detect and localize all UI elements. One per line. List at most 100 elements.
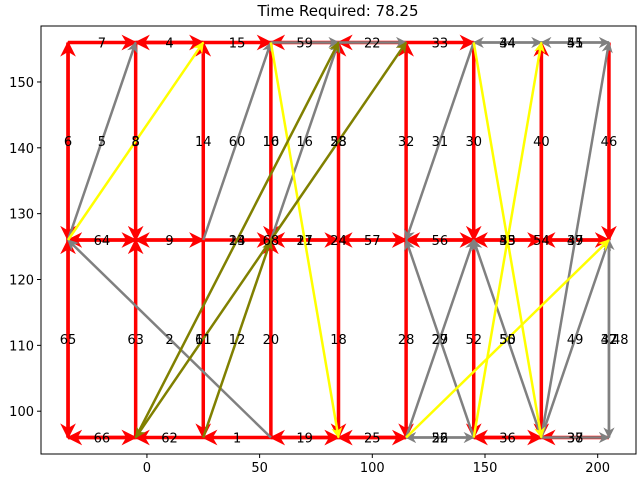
edge-label-23: 24 <box>229 234 246 249</box>
edge-arrow-19 <box>202 41 273 241</box>
x-axis: 0 50 100 150 200 <box>143 454 610 476</box>
edge-label-20: 10 <box>263 135 280 150</box>
edge-label-25: 23 <box>330 135 347 150</box>
edge-arrow-33 <box>540 41 613 438</box>
edge-label-11: 45 <box>567 36 584 51</box>
x-tick-label-1: 50 <box>251 461 268 476</box>
edge-label-62: 55 <box>499 333 516 348</box>
extra-edge-label-6: 16 <box>263 135 280 150</box>
edge-label-47: 39 <box>567 234 584 249</box>
edge-label-24: 58 <box>330 135 347 150</box>
edge-arrow-25 <box>269 41 408 241</box>
edge-arrow-56 <box>134 239 272 439</box>
edge-label-49: 65 <box>60 333 77 348</box>
edge-label-13: 6 <box>64 135 72 150</box>
edge-label-39: 17 <box>296 234 313 249</box>
edge-label-66: 37 <box>601 333 618 348</box>
edge-label-38: 13 <box>229 234 246 249</box>
edge-label-72: 19 <box>296 432 313 447</box>
edge-label-32: 46 <box>601 135 618 150</box>
edge-label-81: 37 <box>567 432 584 447</box>
edge-label-59: 27 <box>432 333 449 348</box>
y-tick-label-2: 120 <box>9 274 34 289</box>
extra-edge-label-0: 8 <box>132 135 140 150</box>
edge-arrow-22 <box>269 42 343 439</box>
edge-arrow-65 <box>540 238 611 438</box>
edge-arrow-23 <box>134 41 340 439</box>
edge-label-6: 22 <box>364 36 381 51</box>
x-tick-label-4: 200 <box>585 461 610 476</box>
extra-edge-label-3: 35 <box>499 234 516 249</box>
edge-label-10: 44 <box>499 36 516 51</box>
edge-arrow-21 <box>269 41 341 241</box>
edges-layer <box>60 34 617 446</box>
edge-label-31: 40 <box>533 135 550 150</box>
edge-label-1: 4 <box>165 36 173 51</box>
edge-arrow-52 <box>67 239 272 439</box>
edge-label-61: 52 <box>465 333 482 348</box>
edge-label-19: 60 <box>229 135 246 150</box>
extra-edge-label-4: 50 <box>499 333 516 348</box>
edge-label-80: 38 <box>567 432 584 447</box>
edge-label-21: 16 <box>296 135 313 150</box>
edge-arrow-27 <box>404 42 475 242</box>
edge-label-43: 56 <box>432 234 449 249</box>
edge-label-45: 53 <box>499 234 516 249</box>
edge-label-55: 20 <box>263 333 280 348</box>
edge-label-16: 8 <box>132 135 140 150</box>
plot-frame <box>40 25 637 455</box>
edge-label-12: 51 <box>567 36 584 51</box>
edge-label-51: 63 <box>127 333 144 348</box>
edge-label-54: 12 <box>229 333 246 348</box>
edge-label-27: 31 <box>432 135 449 150</box>
edge-label-48: 47 <box>567 234 584 249</box>
y-axis: 100 110 120 130 140 150 <box>9 76 41 420</box>
edge-label-60: 29 <box>432 333 449 348</box>
edge-label-22: 21 <box>296 234 313 249</box>
edge-label-0: 7 <box>98 36 106 51</box>
edge-arrow-64 <box>405 239 610 439</box>
edge-label-71: 1 <box>233 432 241 447</box>
edge-label-57: 18 <box>330 333 347 348</box>
edge-label-63: 54 <box>533 234 550 249</box>
edge-label-17: 3 <box>132 135 140 150</box>
edge-label-74: 25 <box>364 432 381 447</box>
edge-label-56: 11 <box>195 333 212 348</box>
edge-label-26: 32 <box>398 135 415 150</box>
edge-label-65: 49 <box>567 333 584 348</box>
edge-label-67: 42 <box>601 333 618 348</box>
y-tick-label-4: 140 <box>9 142 34 157</box>
edge-label-9: 34 <box>499 36 516 51</box>
edge-label-3: 15 <box>229 36 246 51</box>
edge-label-4: 59 <box>296 36 313 51</box>
edge-label-15: 5 <box>98 135 106 150</box>
chart-title: Time Required: 78.25 <box>256 2 418 20</box>
edge-label-76: 26 <box>432 432 449 447</box>
edge-arrow-16 <box>67 41 205 241</box>
edge-arrow-60 <box>404 238 475 438</box>
extra-edge-label-2: 68 <box>263 234 280 249</box>
edge-label-68: 66 <box>94 432 111 447</box>
y-tick-label-1: 110 <box>9 339 34 354</box>
edge-label-28: 30 <box>465 135 482 150</box>
edge-label-78: 36 <box>499 432 516 447</box>
edge-label-52: 2 <box>165 333 173 348</box>
edge-label-34: 64 <box>94 234 111 249</box>
x-tick-label-3: 150 <box>473 461 498 476</box>
y-tick-label-3: 130 <box>9 208 34 223</box>
extra-edge-label-1: 24 <box>330 234 347 249</box>
edge-arrow-54 <box>202 238 273 438</box>
edge-label-18: 14 <box>195 135 212 150</box>
y-tick-label-5: 150 <box>9 76 34 91</box>
edge-arrow-15 <box>66 41 138 241</box>
edge-label-64: 50 <box>499 333 516 348</box>
x-tick-label-2: 100 <box>360 461 385 476</box>
edge-label-53: 61 <box>195 333 212 348</box>
x-tick-label-0: 0 <box>143 461 151 476</box>
extra-edge-label-5: 48 <box>612 333 629 348</box>
edge-label-36: 9 <box>165 234 173 249</box>
edge-label-58: 28 <box>398 333 415 348</box>
edge-arrow-30 <box>472 41 546 438</box>
